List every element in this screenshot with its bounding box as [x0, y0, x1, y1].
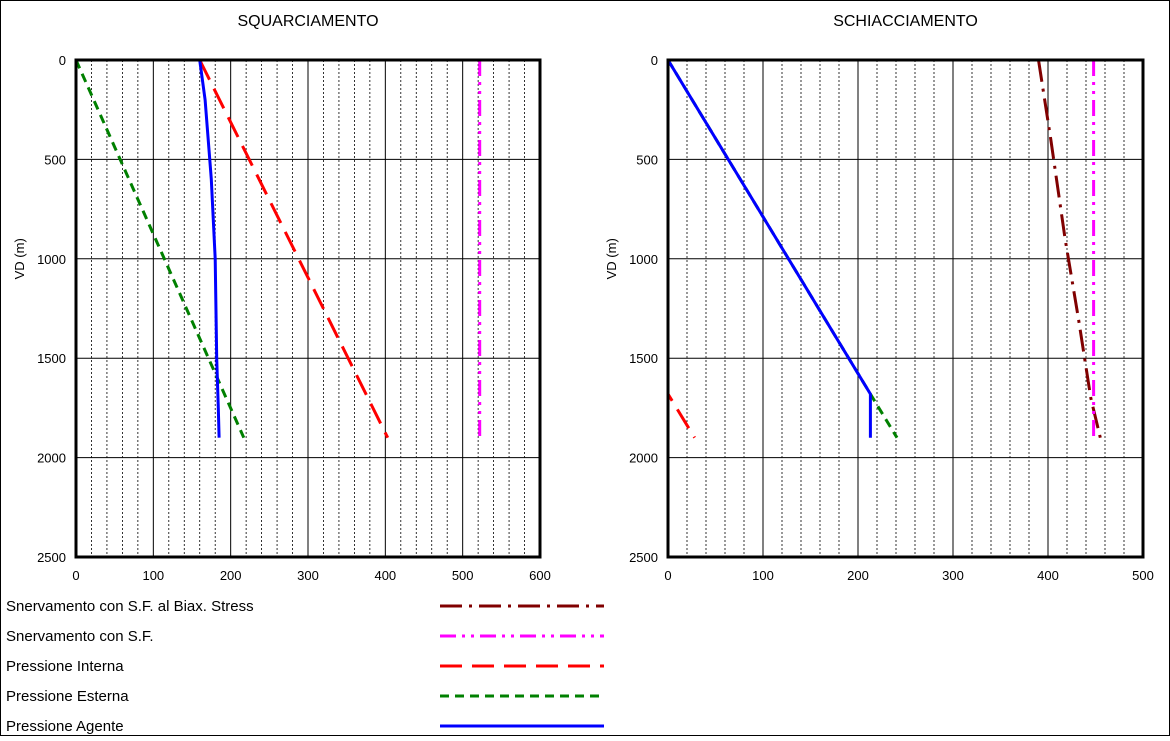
x-tick-label: 200: [847, 568, 869, 583]
y-tick-label: 0: [651, 53, 658, 68]
x-tick-label: 500: [1132, 568, 1154, 583]
y-axis-label: VD (m): [12, 238, 27, 279]
x-tick-label: 300: [297, 568, 319, 583]
chart-1: SQUARCIAMENTO 0 100 200 300 400 500 600 0 500 1000…: [12, 13, 551, 583]
y-tick-label: 2000: [629, 451, 658, 466]
legend-label: Snervamento con S.F.: [6, 628, 154, 645]
y-tick-label: 2000: [37, 451, 66, 466]
y-tick-label: 500: [44, 152, 66, 167]
x-tick-label: 100: [752, 568, 774, 583]
x-tick-label: 500: [452, 568, 474, 583]
y-tick-label: 1000: [37, 252, 66, 267]
y-tick-label: 1000: [629, 252, 658, 267]
legend-label: Snervamento con S.F. al Biax. Stress: [6, 598, 254, 615]
x-tick-label: 400: [1037, 568, 1059, 583]
plot-area: [668, 60, 1143, 557]
legend-label: Pressione Agente: [6, 718, 124, 735]
y-tick-label: 0: [59, 53, 66, 68]
y-tick-label: 500: [636, 152, 658, 167]
x-tick-label: 200: [220, 568, 242, 583]
legend: Snervamento con S.F. al Biax. Stress Sner…: [6, 598, 604, 735]
legend-label: Pressione Esterna: [6, 688, 129, 705]
plot-border: [74, 58, 542, 559]
y-tick-label: 2500: [629, 550, 658, 565]
x-tick-label: 0: [72, 568, 79, 583]
y-tick-label: 2500: [37, 550, 66, 565]
x-tick-label: 400: [374, 568, 396, 583]
y-tick-label: 1500: [629, 351, 658, 366]
x-tick-label: 300: [942, 568, 964, 583]
chart-title: SCHIACCIAMENTO: [833, 13, 978, 30]
series-line-5: [666, 59, 872, 438]
y-axis-label: VD (m): [604, 238, 619, 279]
x-tick-label: 100: [142, 568, 164, 583]
plot-border: [666, 58, 1145, 559]
series-line-2: [198, 59, 390, 439]
chart-title: SQUARCIAMENTO: [237, 13, 378, 30]
chart-2: SCHIACCIAMENTO 0 100 200 300 400 500 0 500 1000 15…: [604, 13, 1154, 583]
legend-label: Pressione Interna: [6, 658, 124, 675]
x-tick-label: 0: [664, 568, 671, 583]
series-line-3: [74, 59, 246, 439]
y-tick-label: 1500: [37, 351, 66, 366]
x-tick-label: 600: [529, 568, 551, 583]
series-line-4: [198, 59, 221, 438]
